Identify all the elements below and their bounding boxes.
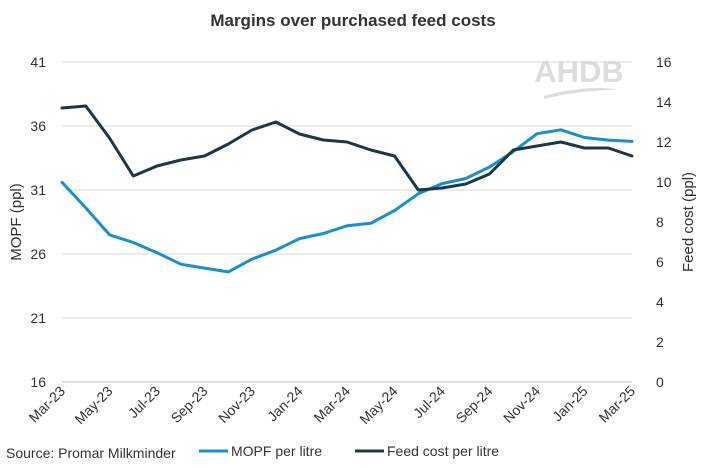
legend-item-mopf: MOPF per litre — [199, 443, 322, 459]
x-tick-Sep-24: Sep-24 — [452, 383, 495, 426]
x-tick-Mar-25: Mar-25 — [595, 383, 638, 426]
legend-item-feed-cost: Feed cost per litre — [355, 443, 499, 459]
x-tick-Sep-23: Sep-23 — [167, 383, 210, 426]
y-tick-right-8: 8 — [656, 214, 664, 230]
ahdb-watermark-text: AHDB — [534, 54, 624, 89]
y-tick-right-4: 4 — [656, 294, 664, 310]
y-axis-label-right: Feed cost (ppl) — [680, 172, 697, 272]
x-tick-Nov-23: Nov-23 — [215, 383, 258, 426]
x-tick-May-24: May-24 — [356, 383, 400, 427]
y-tick-left-31: 31 — [30, 182, 46, 198]
series-layer — [62, 106, 632, 272]
y-tick-right-6: 6 — [656, 254, 664, 270]
ahdb-logo: AHDB — [534, 54, 624, 99]
source-note: Source: Promar Milkminder — [6, 445, 176, 461]
series-line-mopf — [62, 130, 632, 272]
y-tick-left-26: 26 — [30, 246, 46, 262]
x-tick-May-23: May-23 — [71, 383, 115, 427]
y-tick-left-16: 16 — [30, 374, 46, 390]
y-tick-left-41: 41 — [30, 54, 46, 70]
y-tick-left-21: 21 — [30, 310, 46, 326]
legend-label-mopf: MOPF per litre — [231, 443, 322, 459]
x-tick-Nov-24: Nov-24 — [500, 383, 543, 426]
legend: MOPF per litre Feed cost per litre — [199, 443, 499, 459]
x-tick-Mar-24: Mar-24 — [310, 383, 353, 426]
y-tick-right-14: 14 — [656, 94, 672, 110]
legend-label-feed-cost: Feed cost per litre — [387, 443, 499, 459]
grid-layer — [62, 62, 632, 318]
series-line-feed-cost — [62, 106, 632, 190]
y-tick-right-12: 12 — [656, 134, 672, 150]
y-tick-left-36: 36 — [30, 118, 46, 134]
x-tick-Jul-24: Jul-24 — [410, 383, 448, 421]
ahdb-logo-swoosh — [544, 88, 618, 99]
y-tick-right-16: 16 — [656, 54, 672, 70]
y-axis-label-left: MOPF (ppl) — [8, 183, 25, 261]
x-tick-Jul-23: Jul-23 — [125, 383, 163, 421]
chart-title: Margins over purchased feed costs — [210, 11, 495, 30]
y-tick-right-10: 10 — [656, 174, 672, 190]
y-tick-right-2: 2 — [656, 334, 664, 350]
x-tick-Jan-24: Jan-24 — [264, 383, 306, 425]
y-tick-right-0: 0 — [656, 374, 664, 390]
x-tick-Jan-25: Jan-25 — [549, 383, 591, 425]
